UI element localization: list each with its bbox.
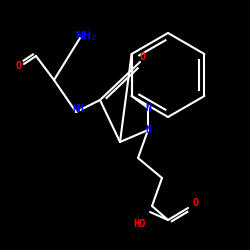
Text: O: O [193, 198, 199, 208]
Text: O: O [16, 61, 22, 71]
Text: HO: HO [134, 219, 146, 229]
Text: N: N [145, 125, 151, 135]
Text: NH$_2$: NH$_2$ [75, 29, 97, 43]
Text: O: O [140, 52, 146, 62]
Text: NH: NH [72, 104, 84, 114]
Text: N: N [145, 103, 151, 113]
